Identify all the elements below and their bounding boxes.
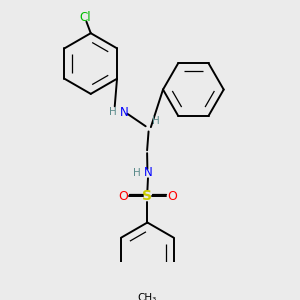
Text: H: H: [152, 116, 160, 126]
Text: CH₃: CH₃: [138, 293, 157, 300]
Text: O: O: [118, 190, 128, 203]
Text: N: N: [144, 166, 153, 179]
Text: Cl: Cl: [79, 11, 91, 24]
Text: S: S: [142, 190, 152, 203]
Text: N: N: [120, 106, 128, 118]
Text: H: H: [109, 107, 117, 117]
Text: O: O: [167, 190, 177, 203]
Text: H: H: [133, 167, 141, 178]
